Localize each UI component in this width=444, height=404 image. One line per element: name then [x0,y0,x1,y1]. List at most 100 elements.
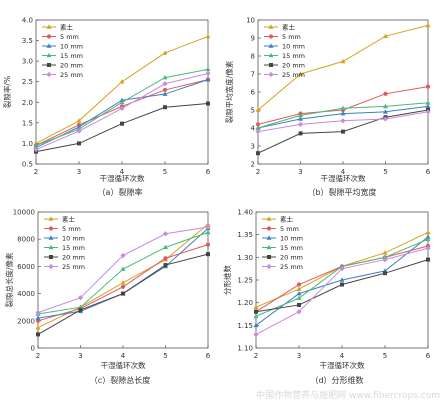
data-point [76,118,82,123]
data-point [339,277,345,282]
legend-marker [48,263,54,270]
data-point [205,224,211,230]
legend-marker [48,216,54,221]
legend-label: 10 mm [280,235,303,243]
caption-c: （c）裂隙总长度 [89,376,151,385]
legend-label: 素土 [280,215,294,224]
y-axis-label: 裂隙平均宽度/像素 [224,60,234,123]
y-tick-label: 8 [251,53,255,61]
y-tick-label: 3.5 [22,37,33,45]
data-point [340,111,346,116]
legend-label: 素土 [282,23,296,32]
data-point [339,266,345,272]
y-tick-label: 1.40 [237,209,253,217]
legend-label: 5 mm [282,33,301,41]
legend-marker [48,235,54,240]
data-point [382,254,388,260]
data-point [162,231,169,237]
data-point [425,103,431,109]
chart-svg-b: 2 3 4 5 6 7 8 9 10 2 3 4 5 6 干湿循环次数 裂隙平均宽度/像素 素土5 mm 10 m… [224,17,431,184]
legend-label: 20 mm [62,254,85,262]
data-point [253,331,259,337]
data-point [35,315,41,320]
data-point [425,109,431,115]
data-point [425,245,431,251]
y-axis-label: 裂隙总长度/像素 [4,252,14,308]
x-tick-label: 6 [426,352,431,360]
y-tick-label: 6 [251,89,256,97]
data-point [296,291,302,296]
data-point [383,109,388,114]
legend-marker [48,226,54,231]
y-tick-label: 2000 [17,317,35,325]
data-point [296,286,302,291]
caption-b: （b）裂隙平均宽度 [307,188,377,197]
data-point [425,236,431,241]
y-axis-label: 裂隙率/% [2,76,12,108]
x-tick-label: 6 [426,168,431,176]
x-axis-label: 干湿循环次数 [101,360,146,370]
data-point [78,304,83,309]
chart-panel-d: 1.10 1.15 1.20 1.25 1.30 1.35 1.40 2 3 4 5 6 干湿循环次数 分… [222,200,444,404]
data-point [121,291,125,296]
data-point [253,304,259,309]
data-point [255,129,261,135]
data-point [33,147,39,153]
x-tick-label: 4 [120,168,125,176]
y-tick-label: 8000 [17,236,35,244]
legend-label: 25 mm [62,263,85,271]
y-tick-label: 1.20 [237,299,253,307]
legend-marker [269,63,273,67]
data-point [382,257,388,263]
legend-label: 25 mm [280,263,303,271]
data-point [339,263,345,269]
y-tick-label: 9 [251,35,255,43]
data-point [119,99,125,105]
x-tick-label: 5 [383,352,387,360]
x-tick-label: 2 [256,168,260,176]
y-tick-label: 7 [251,71,255,79]
y-tick-label: 2.5 [22,78,33,86]
x-axis-label: 干湿循环次数 [320,360,365,370]
y-tick-label: 1.30 [237,254,253,262]
legend-label: 15 mm [280,244,303,252]
data-point [205,33,211,39]
data-point [205,77,211,82]
data-point [162,81,168,87]
chart-svg-d: 1.10 1.15 1.20 1.25 1.30 1.35 1.40 2 3 4 5 6 干湿循环次数 分… [222,209,431,371]
data-point [382,116,389,122]
x-tick-label: 4 [341,168,346,176]
x-tick-label: 3 [298,168,302,176]
data-point [119,105,125,112]
data-point [36,332,40,337]
data-point [163,244,168,250]
data-point [425,100,431,105]
watermark-text: 中国作物营养与施肥网 www.fibercrops.com [256,391,440,401]
data-point [77,295,84,301]
x-tick-label: 5 [163,352,167,360]
y-tick-label: 5 [251,107,255,115]
data-point [297,302,301,307]
data-point [162,87,168,93]
y-tick-label: 2.0 [22,99,33,107]
x-tick-label: 6 [206,168,211,176]
data-point [205,66,211,72]
data-point [298,71,303,76]
data-point [119,79,125,84]
data-point [205,70,211,77]
data-point [76,128,82,134]
legend-marker [268,24,274,29]
y-tick-label: 1.15 [237,322,253,330]
legend-label: 5 mm [62,225,81,233]
legend-marker [46,34,52,39]
data-point [382,250,388,255]
y-tick-label: 1.25 [237,277,253,285]
y-tick-label: 6000 [17,263,35,271]
chart-panel-b: 2 3 4 5 6 7 8 9 10 2 3 4 5 6 干湿循环次数 裂隙平均宽度/像素 素土 5 mm 10 m… [222,0,444,200]
y-tick-label: 1.0 [22,140,33,148]
legend-marker [268,52,274,58]
data-point [254,309,258,314]
data-point [162,50,168,55]
chart-svg-c: 0 2000 4000 6000 8000 10000 2 3 4 5 6 干湿循环次数 裂隙总长度/像… [4,209,211,371]
